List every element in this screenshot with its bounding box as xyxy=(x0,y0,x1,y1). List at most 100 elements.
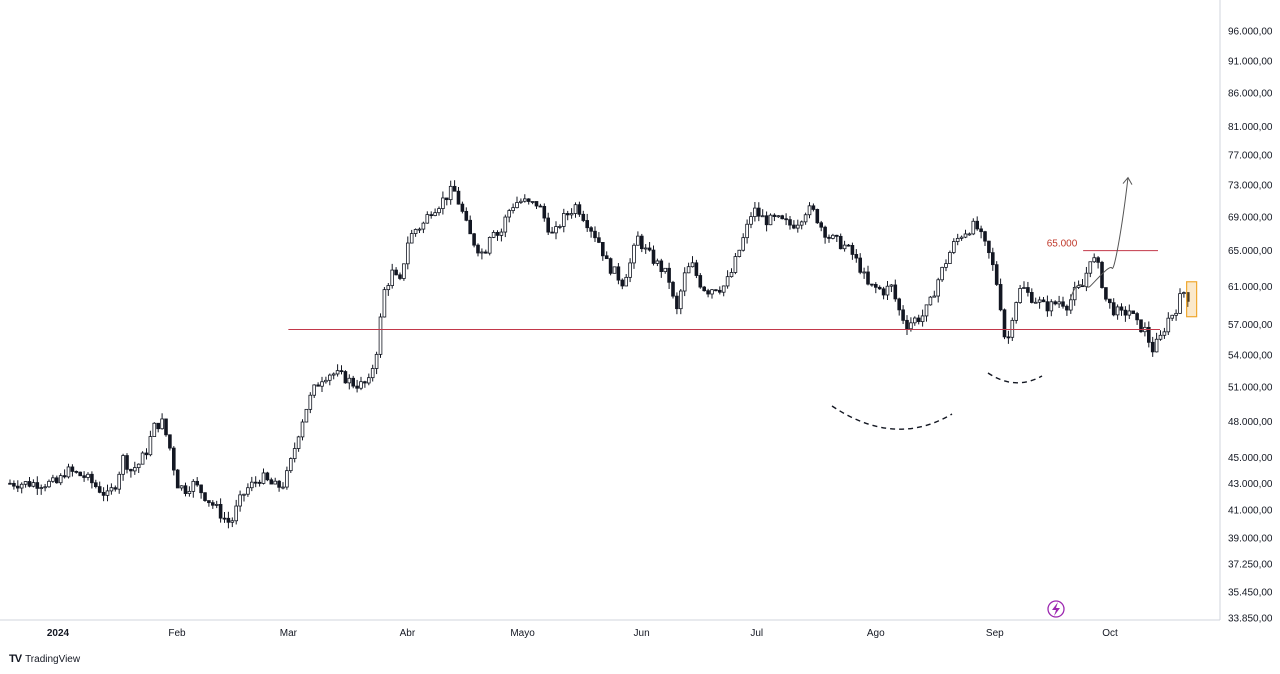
candle-body xyxy=(495,231,500,236)
candle-body xyxy=(679,290,683,310)
candle xyxy=(729,268,734,278)
candle-body xyxy=(562,213,566,227)
candle-body xyxy=(476,244,480,254)
candle-body xyxy=(327,374,332,381)
candle xyxy=(109,483,114,495)
y-tick-label: 54.000,00 xyxy=(1228,350,1273,361)
lightning-icon[interactable] xyxy=(1047,600,1065,618)
candle-body xyxy=(909,322,913,330)
candle xyxy=(1104,287,1108,302)
y-tick-label: 37.250,00 xyxy=(1228,560,1273,571)
candle-body xyxy=(959,236,964,239)
candle-body xyxy=(152,422,157,437)
candle-body xyxy=(881,288,886,296)
candle-body xyxy=(156,422,161,430)
candle xyxy=(979,225,983,239)
candle xyxy=(1045,295,1050,317)
candle xyxy=(526,198,531,205)
candle-body xyxy=(526,198,531,202)
candle-body xyxy=(472,233,476,246)
candle xyxy=(1033,297,1038,304)
candle-body xyxy=(1045,301,1050,312)
candle xyxy=(320,376,324,392)
candle xyxy=(924,304,929,322)
candle-body xyxy=(66,466,71,478)
candle xyxy=(682,267,687,297)
candle-body xyxy=(1108,298,1112,304)
tradingview-brand[interactable]: TV TradingView xyxy=(9,653,80,665)
candle xyxy=(780,214,784,220)
candle xyxy=(499,228,504,242)
candle-body xyxy=(714,289,718,292)
candle xyxy=(324,376,328,384)
candle-body xyxy=(975,220,979,230)
x-tick-label: Sep xyxy=(986,628,1004,639)
candle xyxy=(1108,298,1112,309)
candle xyxy=(675,292,679,315)
candle xyxy=(511,203,515,214)
y-tick-label: 73.000,00 xyxy=(1228,181,1273,192)
y-tick-label: 96.000,00 xyxy=(1228,27,1273,38)
candle-body xyxy=(1170,314,1175,319)
candle-body xyxy=(862,271,866,274)
candle xyxy=(667,262,671,289)
candle xyxy=(199,484,203,499)
candle xyxy=(312,384,316,398)
candle xyxy=(959,235,964,241)
candle-body xyxy=(636,235,640,246)
candle-body xyxy=(207,500,211,504)
candle-body xyxy=(940,266,944,281)
candle-body xyxy=(792,224,796,229)
candle-body xyxy=(1104,287,1108,300)
candle-body xyxy=(725,276,730,287)
candle-body xyxy=(874,284,878,288)
x-tick-label: Feb xyxy=(168,628,186,639)
candle xyxy=(171,446,176,476)
y-tick-label: 33.850,00 xyxy=(1228,614,1273,625)
candle-body xyxy=(796,224,800,229)
candle xyxy=(269,477,274,485)
candle-body xyxy=(971,220,976,235)
candle xyxy=(640,233,644,253)
candle-body xyxy=(144,452,149,456)
candle xyxy=(1002,308,1007,340)
candle-body xyxy=(101,491,106,496)
candle xyxy=(573,202,578,218)
candle xyxy=(1006,330,1011,344)
candle xyxy=(441,191,445,215)
candle xyxy=(214,500,219,509)
candle-body xyxy=(273,480,277,485)
candle-body xyxy=(1154,338,1159,353)
candle-body xyxy=(74,471,79,473)
candle-body xyxy=(499,231,504,236)
candle xyxy=(698,273,703,289)
candle-body xyxy=(129,468,133,472)
candle-body xyxy=(300,421,305,438)
candle-body xyxy=(1178,293,1182,314)
candle-body xyxy=(355,385,359,389)
candle-body xyxy=(620,279,625,287)
candle-body xyxy=(234,505,239,522)
candle-body xyxy=(690,262,695,268)
candle-body xyxy=(932,295,937,298)
candle-body xyxy=(94,482,98,487)
candle xyxy=(1131,310,1136,314)
candle-body xyxy=(468,219,472,235)
candle xyxy=(1158,330,1163,341)
candle xyxy=(210,500,215,509)
candle-body xyxy=(698,275,703,288)
candle-body xyxy=(1158,334,1163,340)
candle xyxy=(316,382,320,387)
candle xyxy=(1115,304,1120,320)
candle xyxy=(27,476,32,488)
candle xyxy=(351,375,355,389)
candle xyxy=(940,266,944,282)
candle-body xyxy=(827,236,831,239)
candle-body xyxy=(456,190,461,205)
candle xyxy=(838,233,843,250)
candle xyxy=(468,215,472,235)
candle-body xyxy=(823,226,827,238)
candle xyxy=(710,288,714,299)
candle xyxy=(975,216,979,231)
candle-body xyxy=(55,477,59,484)
